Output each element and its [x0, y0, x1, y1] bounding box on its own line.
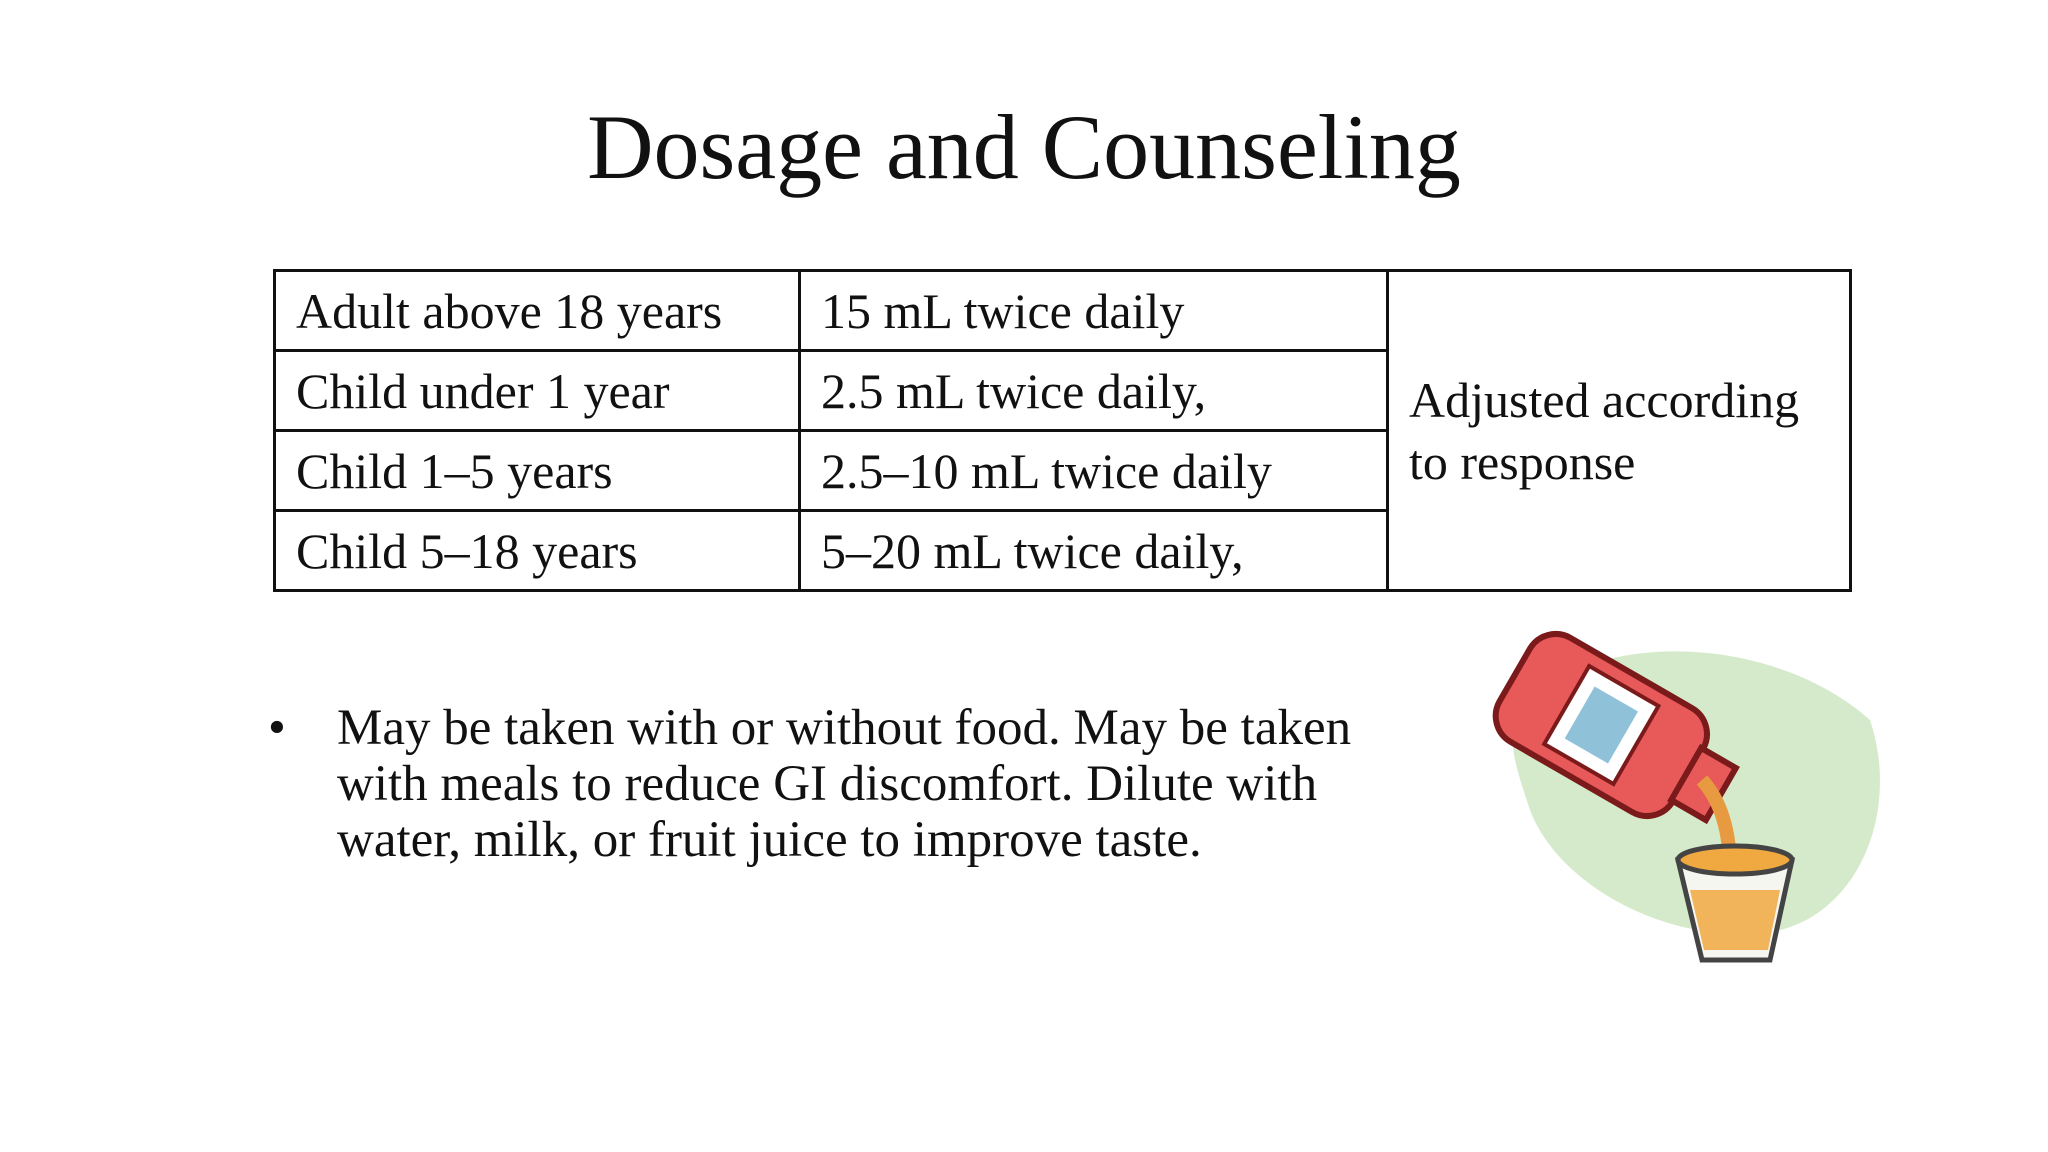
- slide-title: Dosage and Counseling: [587, 96, 1461, 198]
- table-cell: Child under 1 year: [273, 349, 801, 432]
- medicine-illustration: [1492, 631, 1880, 963]
- table-cell: 2.5–10 mL twice daily: [798, 429, 1389, 512]
- table-row: Child 5–18 years 5–20 mL twice daily,: [273, 509, 1851, 592]
- bullet-list: • May be taken with or without food. May …: [268, 700, 1428, 868]
- bullet-item: • May be taken with or without food. May …: [268, 700, 1428, 868]
- table-cell: Adult above 18 years: [273, 269, 801, 352]
- table-cell: 5–20 mL twice daily,: [798, 509, 1389, 592]
- table-cell: Child 1–5 years: [273, 429, 801, 512]
- table-note: Adjusted according to response: [1386, 269, 1852, 592]
- bullet-marker: •: [268, 700, 286, 756]
- table-row: Child 1–5 years 2.5–10 mL twice daily: [273, 429, 1851, 512]
- table-row: Child under 1 year 2.5 mL twice daily,: [273, 349, 1851, 432]
- table-cell: 2.5 mL twice daily,: [798, 349, 1389, 432]
- table-row: Adult above 18 years 15 mL twice daily Adj…: [273, 269, 1852, 592]
- table-cell: Child 5–18 years: [273, 509, 801, 592]
- bullet-text: May be taken with or without food. May b…: [337, 700, 1352, 868]
- dosage-table: Adult above 18 years 15 mL twice daily Adj…: [273, 269, 1852, 592]
- table-cell: 15 mL twice daily: [798, 269, 1389, 352]
